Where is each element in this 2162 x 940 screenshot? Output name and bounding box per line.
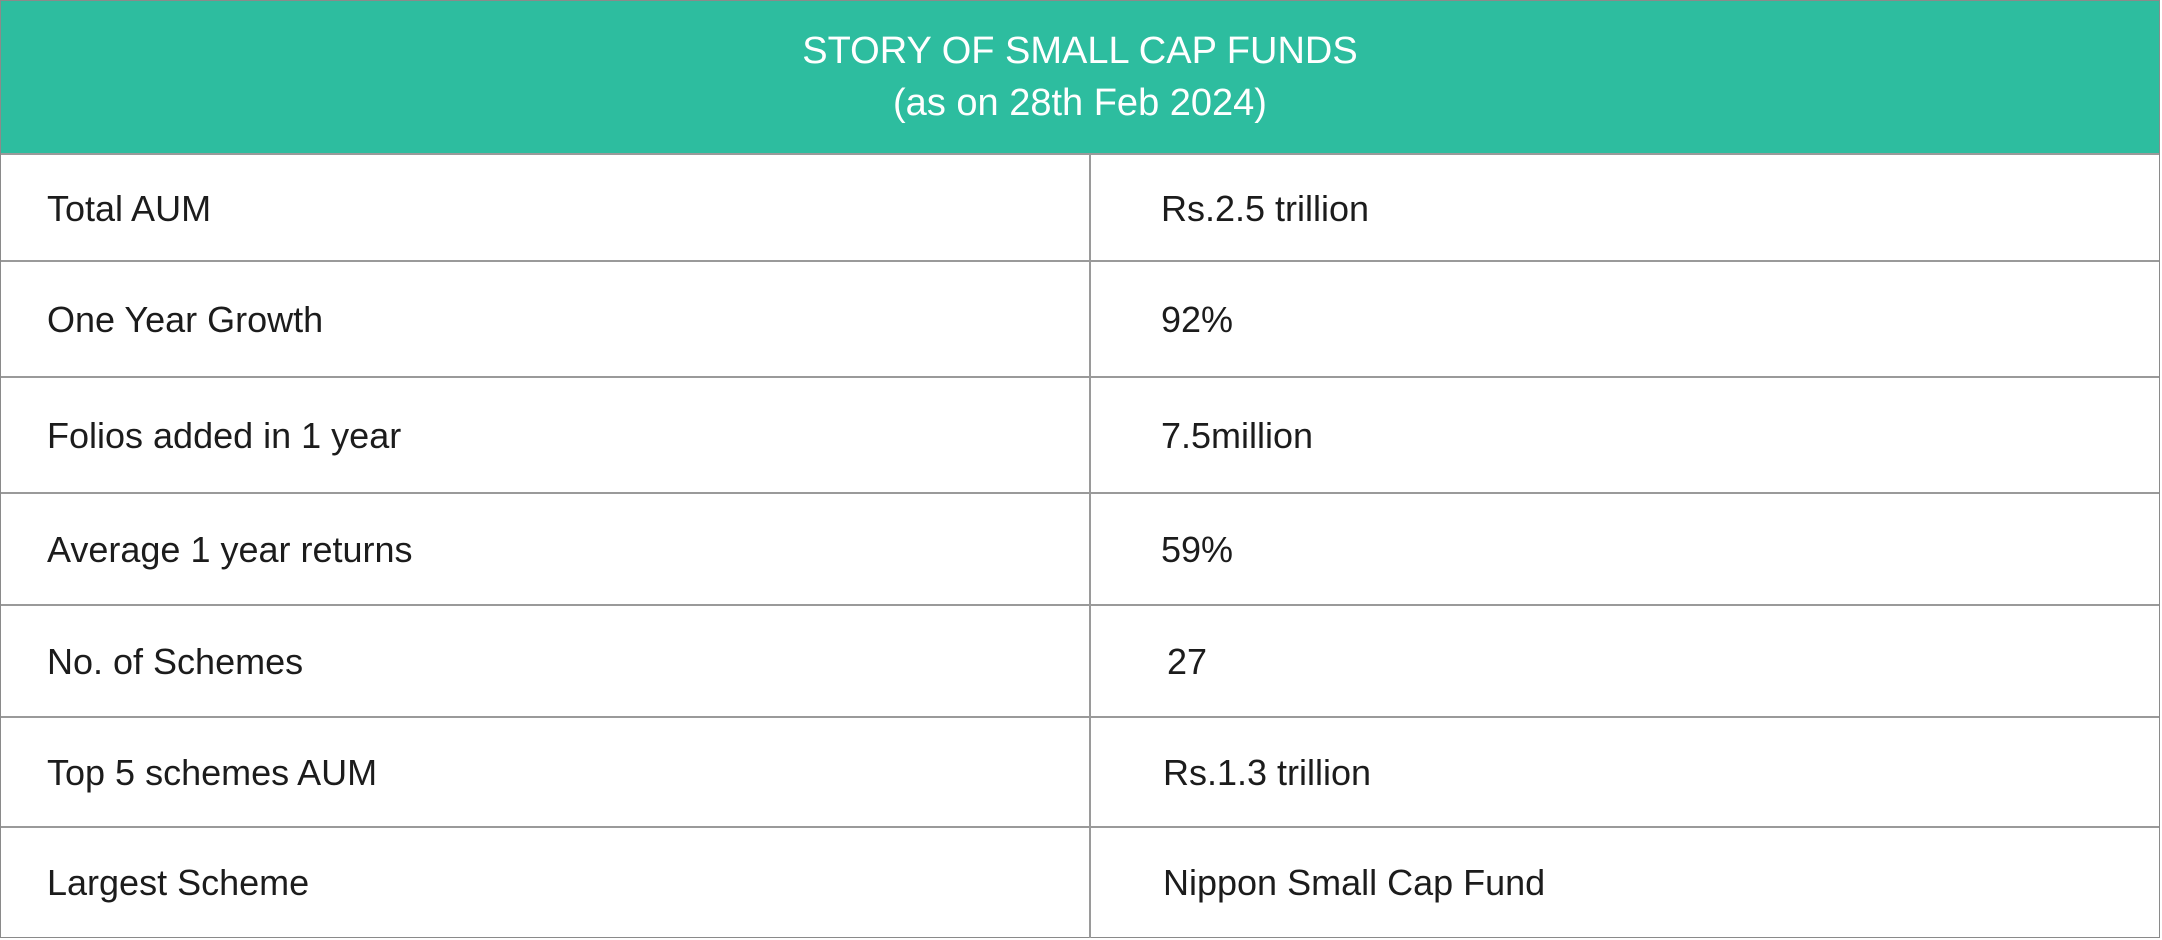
row-label: One Year Growth	[47, 299, 324, 340]
row-value: 92%	[1161, 299, 1234, 340]
row-value: Rs.1.3 trillion	[1163, 752, 1372, 793]
row-value: 59%	[1161, 529, 1234, 570]
column-divider	[1089, 153, 1091, 938]
row-value: Rs.2.5 trillion	[1161, 187, 1370, 229]
table-row: Folios added in 1 year 7.5million	[1, 376, 2159, 494]
table-subtitle: (as on 28th Feb 2024)	[893, 82, 1267, 124]
row-label: Largest Scheme	[47, 862, 310, 903]
table-row: One Year Growth 92%	[1, 260, 2159, 378]
table-row: No. of Schemes 27	[1, 604, 2159, 718]
table-header: STORY OF SMALL CAP FUNDS (as on 28th Feb…	[1, 1, 2159, 153]
row-label: Top 5 schemes AUM	[47, 752, 378, 793]
row-label: Folios added in 1 year	[47, 415, 402, 456]
row-value: 7.5million	[1161, 415, 1314, 456]
row-label: Total AUM	[47, 187, 212, 229]
table-row: Largest Scheme Nippon Small Cap Fund	[1, 826, 2159, 938]
table-row: Top 5 schemes AUM Rs.1.3 trillion	[1, 716, 2159, 828]
row-label: No. of Schemes	[47, 641, 304, 682]
table-row: Total AUM Rs.2.5 trillion	[1, 153, 2159, 262]
table-row: Average 1 year returns 59%	[1, 492, 2159, 606]
row-value: Nippon Small Cap Fund	[1163, 862, 1546, 903]
row-label: Average 1 year returns	[47, 529, 413, 570]
table-title: STORY OF SMALL CAP FUNDS	[802, 30, 1358, 72]
row-value: 27	[1167, 641, 1208, 682]
